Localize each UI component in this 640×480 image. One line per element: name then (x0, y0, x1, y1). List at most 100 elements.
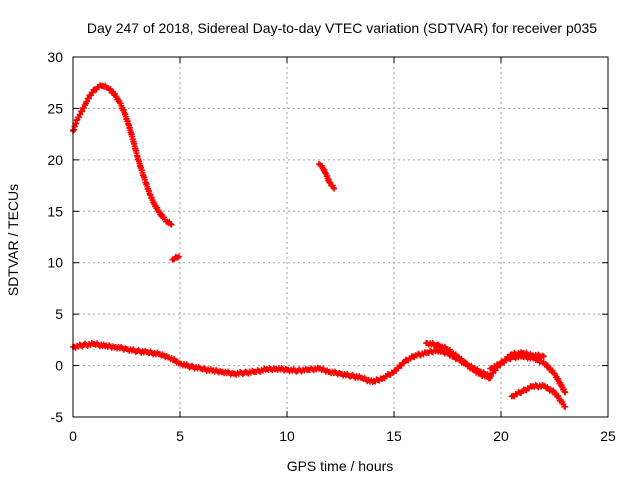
data-point (332, 187, 336, 190)
data-point (521, 352, 524, 355)
series-secondary-band-19-5-22-h (487, 349, 547, 372)
point-markers (316, 160, 338, 192)
data-point (521, 390, 524, 393)
data-point (168, 356, 171, 359)
y-tick-label: 15 (47, 203, 63, 219)
data-point (170, 223, 173, 226)
data-point (531, 384, 535, 388)
data-point (243, 371, 246, 374)
data-point (125, 347, 128, 351)
data-point (414, 354, 417, 357)
x-tick-label: 5 (176, 428, 184, 444)
data-point (339, 372, 342, 375)
data-point (97, 85, 100, 89)
data-point (148, 193, 152, 197)
data-point (542, 355, 545, 358)
data-point (542, 384, 545, 388)
data-point (322, 167, 325, 171)
data-point (157, 210, 160, 213)
data-point (435, 343, 438, 347)
data-point (175, 256, 178, 259)
data-point (360, 376, 364, 380)
data-point (392, 370, 396, 373)
data-point (118, 102, 122, 105)
data-point (467, 365, 471, 368)
data-point (457, 356, 460, 359)
y-tick-label: 0 (55, 358, 63, 374)
data-point (131, 138, 135, 141)
data-point (110, 89, 113, 93)
x-tick-label: 0 (69, 428, 77, 444)
data-point (153, 202, 156, 206)
data-point (264, 368, 267, 371)
data-point (80, 110, 83, 113)
x-axis-label: GPS time / hours (287, 458, 394, 474)
data-point (328, 181, 331, 184)
data-point (114, 345, 118, 349)
data-point (564, 391, 567, 394)
data-point (478, 372, 481, 375)
data-point (382, 376, 385, 380)
data-point (84, 102, 88, 105)
data-point (371, 380, 374, 384)
data-point (101, 84, 105, 88)
data-point (221, 370, 224, 373)
data-points (70, 82, 569, 410)
data-point (161, 216, 165, 219)
data-point (330, 184, 334, 187)
data-point (403, 360, 406, 363)
data-point (88, 93, 92, 97)
series-secondary-band-16-19-5-h (423, 339, 494, 382)
data-point (350, 374, 353, 378)
data-point (136, 349, 139, 353)
data-point (171, 258, 174, 261)
data-point (531, 354, 535, 357)
data-point (317, 162, 321, 166)
y-axis-label: SDTVAR / TECUs (5, 184, 21, 296)
y-tick-label: 5 (55, 306, 63, 322)
data-point (177, 255, 181, 258)
data-point (424, 341, 428, 345)
data-point (253, 370, 257, 373)
data-point (82, 343, 85, 347)
series-short-arc-near-4-8-h (169, 253, 182, 263)
data-point (93, 88, 96, 92)
x-tick-label: 15 (386, 428, 402, 444)
data-point (564, 405, 567, 408)
data-point (553, 372, 556, 375)
data-point (275, 367, 278, 370)
chart-title: Day 247 of 2018, Sidereal Day-to-day VTE… (87, 20, 597, 36)
data-point (320, 164, 323, 168)
x-tick-label: 10 (279, 428, 295, 444)
data-point (326, 177, 329, 180)
data-point (210, 369, 214, 372)
data-point (140, 168, 143, 172)
data-point (542, 361, 545, 364)
data-point (178, 362, 182, 365)
series-high-elevation-arc (70, 82, 175, 228)
plot-frame (72, 56, 609, 418)
data-point (435, 348, 438, 352)
data-point (76, 118, 79, 121)
axis-ticks (72, 56, 609, 418)
x-tick-label: 20 (493, 428, 509, 444)
data-point (510, 353, 513, 356)
grid (73, 57, 608, 417)
data-point (200, 367, 203, 370)
data-point (553, 391, 556, 394)
x-tick-label: 25 (600, 428, 616, 444)
data-point (285, 368, 289, 371)
data-point (93, 342, 96, 346)
y-tick-label: 30 (47, 49, 63, 65)
y-tick-label: 25 (47, 100, 63, 116)
data-point (127, 123, 130, 127)
y-tick-label: 20 (47, 152, 63, 168)
data-point (146, 351, 150, 354)
data-point (424, 352, 428, 355)
data-point (165, 220, 169, 223)
axis-tick-labels: 0 5 10 15 20 25 -5 0 5 10 15 20 25 30 (47, 49, 616, 444)
data-point (157, 353, 160, 356)
data-point (328, 370, 331, 373)
data-point (499, 362, 503, 365)
